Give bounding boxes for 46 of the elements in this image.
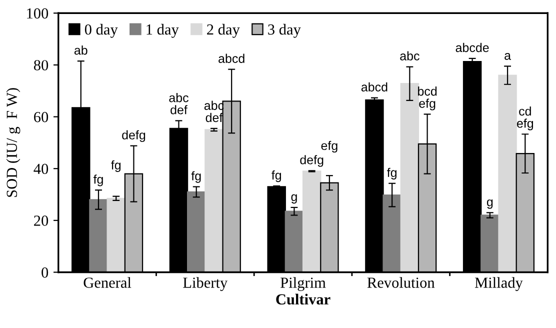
legend-label: 1 day [146, 24, 179, 38]
bar [302, 170, 322, 272]
bar [498, 74, 517, 272]
x-tick-label: Pilgrim [280, 277, 326, 291]
x-tick-label: Liberty [183, 277, 228, 291]
annotation: abc [400, 51, 420, 60]
annotation: fg [93, 174, 103, 186]
y-tick-label: 0 [42, 267, 48, 278]
annotation: abcd [218, 54, 244, 63]
annotation: defg [300, 155, 324, 167]
legend-label: 2 day [207, 24, 240, 38]
bar [480, 214, 500, 272]
bar [204, 129, 224, 272]
annotation: g [291, 194, 297, 204]
annotation: fg [111, 160, 121, 172]
x-axis-title: Cultivar [276, 294, 330, 305]
y-tick-label: 40 [34, 164, 48, 174]
bar [284, 210, 304, 272]
annotation: bcd efg [418, 86, 437, 110]
annotation: fg [272, 170, 282, 182]
annotation: ab [74, 46, 88, 55]
annotation: fg [387, 168, 396, 180]
y-tick-label: 60 [34, 112, 48, 122]
y-tick-label: 80 [34, 60, 48, 70]
bar [382, 194, 402, 272]
legend-label: 3 day [268, 24, 301, 38]
annotation: g [486, 199, 493, 209]
annotation: abcd [361, 82, 388, 92]
bar [106, 198, 126, 272]
y-tick-label: 100 [27, 8, 48, 19]
x-tick-label: General [84, 277, 132, 288]
x-tick-label: Revolution [367, 277, 435, 288]
legend-label: 0 day [84, 24, 118, 38]
y-axis-title: SOD (IU/ g F W) [6, 88, 20, 197]
annotation: abc def [169, 93, 188, 114]
y-tick-label: 20 [34, 216, 48, 226]
annotation: abcde [456, 42, 489, 52]
annotation: defg [122, 130, 146, 142]
x-tick-label: Millady [474, 277, 523, 291]
annotation: efg [321, 140, 338, 153]
annotation: a [504, 53, 512, 60]
annotation: fg [191, 171, 201, 183]
bar [89, 199, 108, 272]
annotation: cd efg [516, 106, 534, 130]
bar [400, 83, 420, 272]
bar [186, 191, 206, 272]
